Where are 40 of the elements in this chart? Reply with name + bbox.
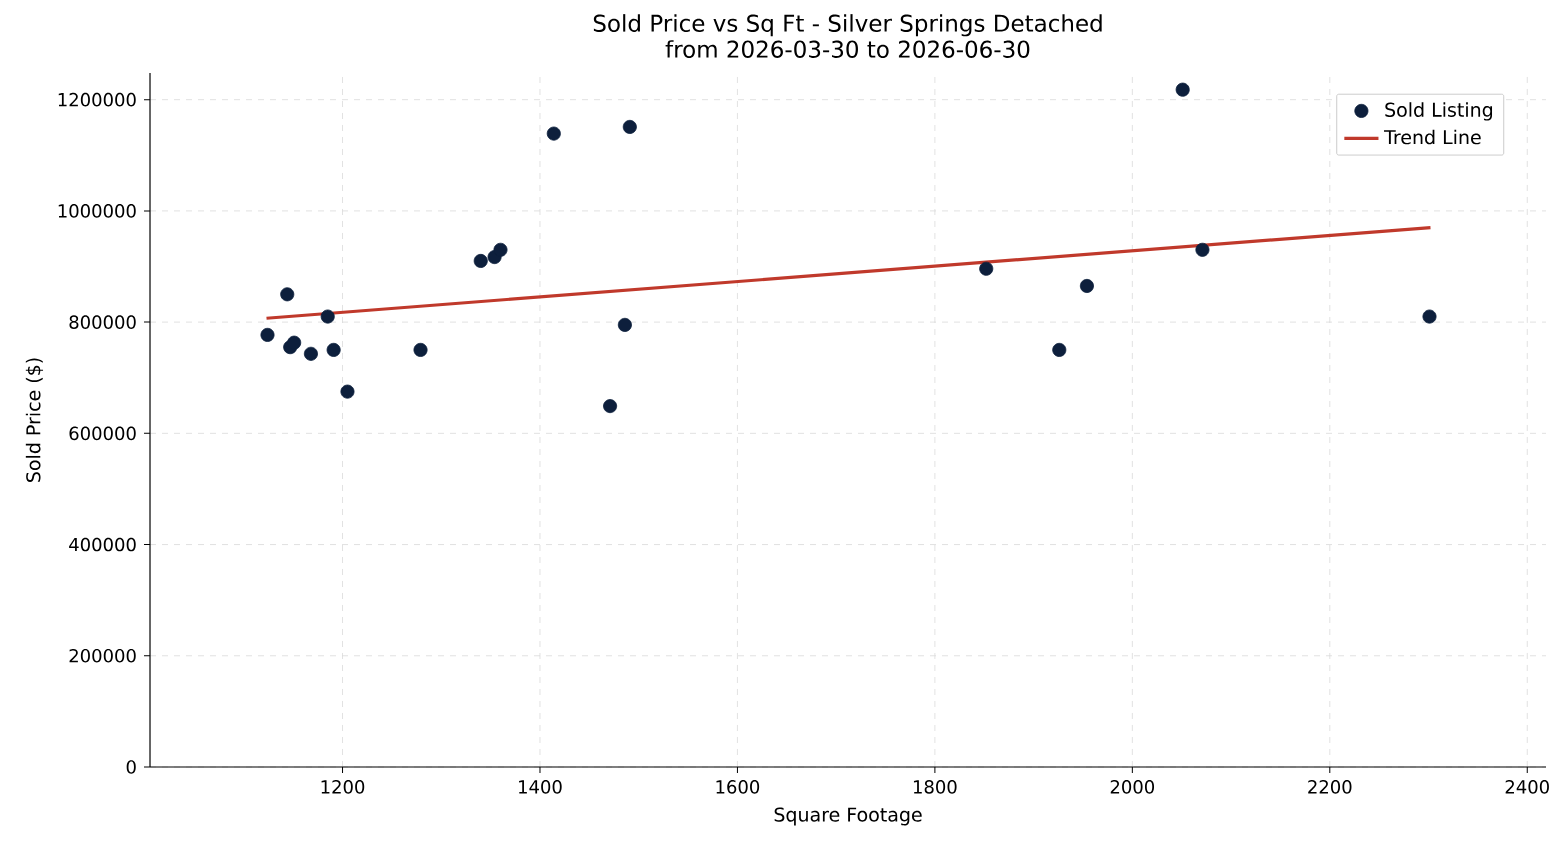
point [260, 327, 275, 342]
x-tick-label: 2000 [1110, 780, 1155, 794]
x-tick-label: 1200 [321, 780, 365, 794]
x-tick-label: 1400 [519, 780, 562, 794]
point [320, 309, 335, 324]
y-tick-label: 1000000 [58, 204, 136, 218]
point [413, 342, 428, 357]
point [1079, 278, 1094, 293]
point [617, 317, 632, 332]
x-tick-label: 1800 [913, 780, 957, 794]
point [1175, 82, 1190, 97]
point [1052, 342, 1067, 357]
point [1422, 309, 1437, 324]
point [287, 335, 302, 350]
chart-subtitle: from 2026-03-30 to 2026-06-30 [665, 40, 1030, 58]
x-tick-label: 2200 [1308, 780, 1352, 794]
x-tick-label: 1600 [716, 780, 760, 794]
y-axis-title: Sold Price ($) [25, 358, 44, 482]
x-axis-title: Square Footage [774, 807, 922, 826]
point [303, 346, 318, 361]
point [1195, 242, 1210, 257]
legend-label: Sold Listing [1385, 102, 1493, 121]
point [979, 261, 994, 276]
point [473, 253, 488, 268]
point [603, 399, 618, 414]
point [340, 384, 355, 399]
chart-title: Sold Price vs Sq Ft - Silver Springs Detached [593, 14, 1102, 37]
point [326, 342, 341, 357]
legend-label: Trend Line [1384, 129, 1481, 145]
y-tick-label: 800000 [69, 315, 136, 329]
point [546, 126, 561, 141]
point [493, 242, 508, 257]
y-tick-label: 1200000 [58, 92, 136, 107]
point [280, 287, 295, 302]
y-tick-label: 200000 [69, 648, 136, 663]
y-tick-label: 600000 [69, 426, 136, 441]
x-tick-label: 2400 [1505, 780, 1549, 794]
point [622, 119, 637, 134]
y-tick-label: 400000 [69, 537, 136, 552]
y-tick-label: 0 [126, 760, 136, 774]
